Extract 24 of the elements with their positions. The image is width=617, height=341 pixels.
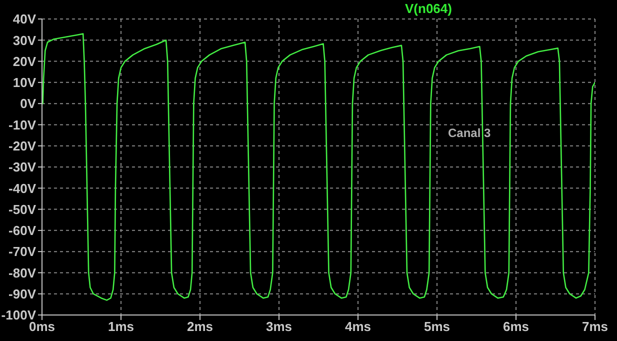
- x-tick-label: 2ms: [186, 319, 214, 334]
- chart-title: V(n064): [405, 1, 452, 16]
- annotation: Canal 3: [448, 126, 491, 140]
- y-tick-label: 10V: [12, 75, 36, 90]
- y-tick-label: -50V: [8, 202, 36, 217]
- y-tick-label: -70V: [8, 244, 36, 260]
- y-tick-label: -30V: [8, 160, 36, 175]
- x-tick-label: 1ms: [108, 319, 134, 334]
- y-tick-label: -60V: [8, 223, 36, 238]
- y-tick-label: 40V: [12, 12, 36, 27]
- x-tick-label: 3ms: [266, 319, 292, 334]
- y-tick-label: 30V: [12, 32, 36, 48]
- x-tick-label: 7ms: [582, 319, 608, 334]
- x-tick-label: 5ms: [424, 319, 450, 334]
- x-tick-label: 4ms: [344, 319, 372, 334]
- x-tick-label: 6ms: [502, 319, 530, 334]
- y-tick-label: -10V: [8, 117, 36, 132]
- y-tick-label: 20V: [12, 54, 36, 69]
- y-tick-label: -40V: [8, 180, 36, 196]
- line-series: [42, 33, 595, 301]
- y-tick-label: -20V: [8, 138, 36, 154]
- y-tick-label: -90V: [8, 286, 36, 302]
- y-tick-label: 0V: [20, 96, 36, 112]
- y-tick-label: -80V: [8, 265, 36, 280]
